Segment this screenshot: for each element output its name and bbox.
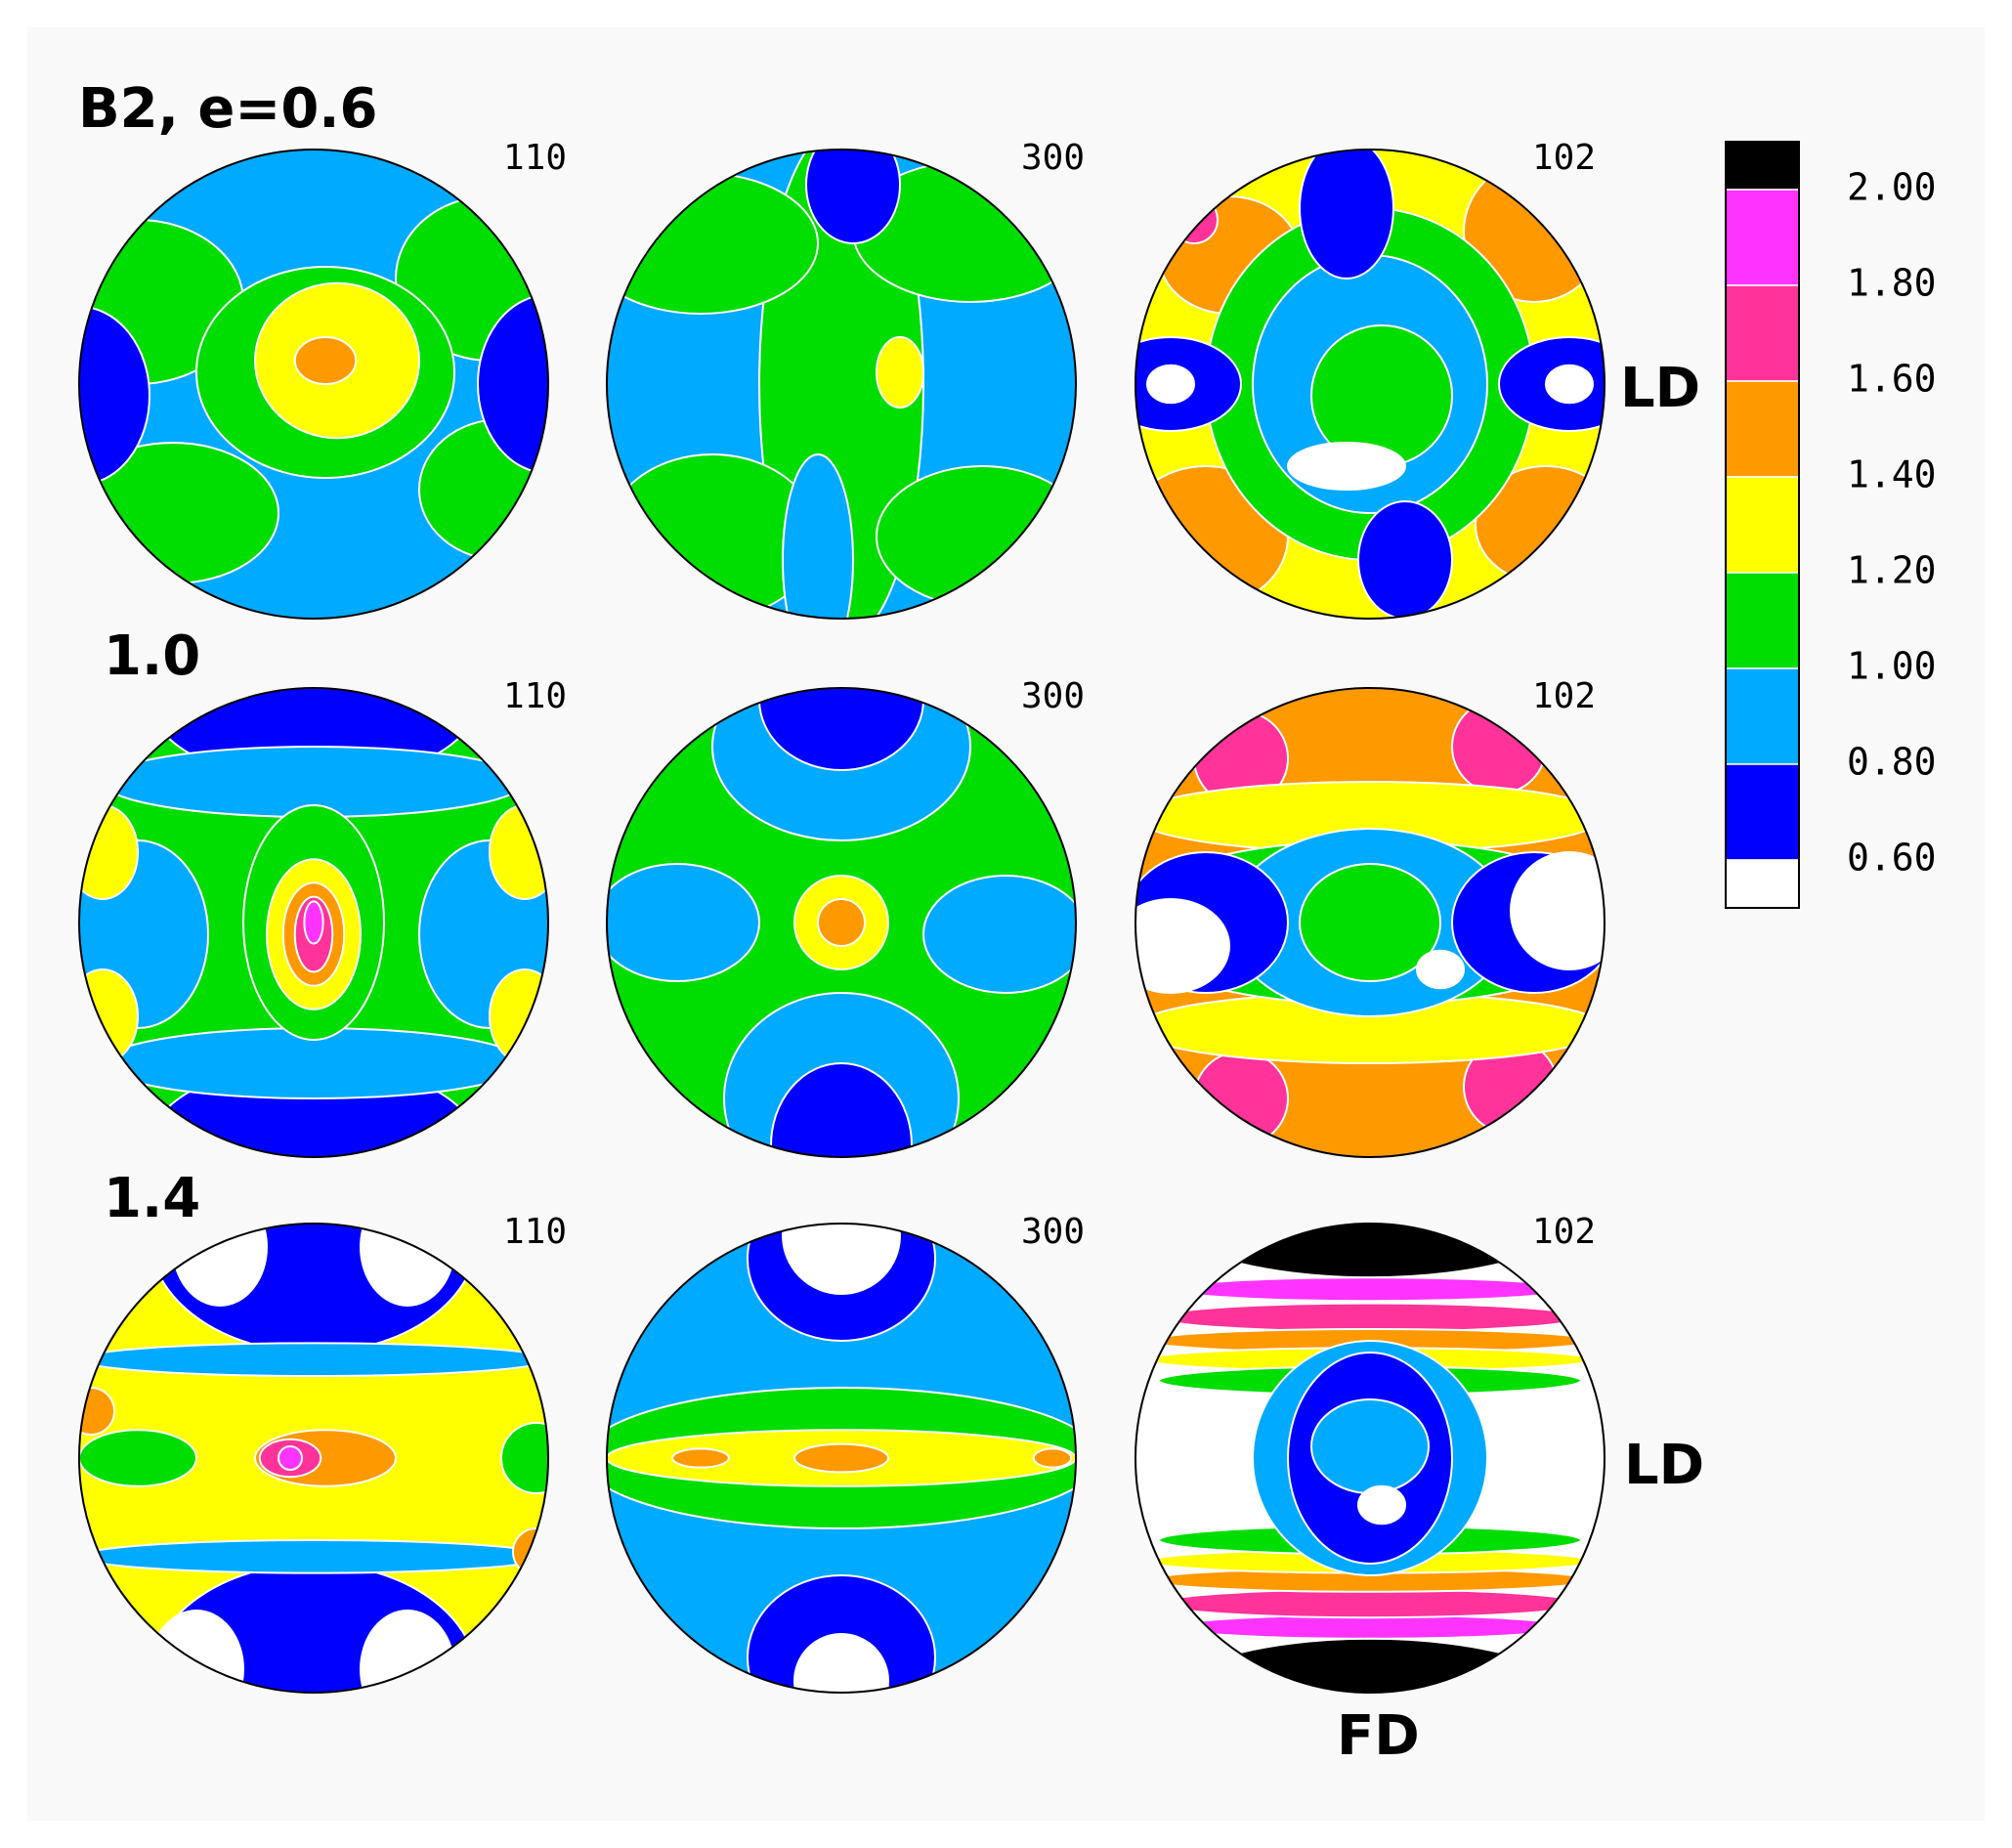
contour-region bbox=[1299, 150, 1394, 279]
pole-figure bbox=[79, 1224, 548, 1693]
contour-region bbox=[1146, 364, 1195, 405]
contour-region bbox=[278, 1445, 303, 1471]
contour-region bbox=[79, 1539, 548, 1574]
legend-swatch bbox=[1725, 141, 1800, 191]
pole-figure-outline bbox=[606, 687, 1077, 1158]
row-label: 1.0 bbox=[104, 624, 200, 688]
direction-label: LD bbox=[1620, 357, 1700, 420]
legend-label: 2.00 bbox=[1847, 166, 1937, 209]
contour-region bbox=[1135, 898, 1230, 994]
contour-region bbox=[79, 305, 150, 487]
figure-title: B2, e=0.6 bbox=[78, 77, 378, 141]
pole-figure-outline bbox=[78, 149, 549, 620]
panel-label: 102 bbox=[1532, 138, 1596, 178]
contour-region bbox=[782, 1224, 901, 1295]
legend-label: 1.80 bbox=[1847, 262, 1937, 305]
legend-label: 1.20 bbox=[1847, 549, 1937, 592]
direction-label: LD bbox=[1624, 1434, 1704, 1497]
legend-label: 1.60 bbox=[1847, 358, 1937, 401]
contour-region bbox=[793, 1442, 889, 1474]
panel-label: 110 bbox=[503, 676, 567, 716]
contour-region bbox=[922, 875, 1076, 994]
legend-label: 1.00 bbox=[1847, 645, 1937, 688]
contour-region bbox=[1510, 851, 1605, 970]
pole-figure-outline bbox=[1134, 1223, 1605, 1694]
pole-figure-outline bbox=[606, 149, 1077, 620]
contour-region bbox=[1032, 1447, 1073, 1469]
contour-region bbox=[817, 898, 866, 947]
pole-figure-outline bbox=[606, 1223, 1077, 1694]
contour-region bbox=[79, 1429, 197, 1487]
contour-region bbox=[1357, 1484, 1406, 1526]
pole-figure bbox=[607, 150, 1076, 619]
panel-label: 300 bbox=[1021, 1212, 1085, 1252]
legend-swatch bbox=[1725, 763, 1800, 861]
panel-label: 300 bbox=[1021, 138, 1085, 178]
row-label: 1.4 bbox=[104, 1167, 200, 1230]
contour-region bbox=[793, 1633, 889, 1693]
contour-region bbox=[805, 150, 901, 244]
contour-region bbox=[607, 863, 760, 982]
contour-region bbox=[1357, 500, 1453, 619]
contour-region bbox=[79, 1342, 548, 1377]
panel-label: 110 bbox=[503, 138, 567, 178]
legend-swatch bbox=[1725, 572, 1800, 669]
pole-figure bbox=[1135, 150, 1605, 619]
contour-region bbox=[500, 1422, 548, 1494]
panel-label: 110 bbox=[503, 1212, 567, 1252]
legend-swatch bbox=[1725, 380, 1800, 478]
contour-region bbox=[1158, 1588, 1582, 1619]
legend-label: 1.40 bbox=[1847, 453, 1937, 496]
contour-region bbox=[303, 900, 324, 945]
pole-figure-outline bbox=[1134, 687, 1605, 1158]
legend-label: 0.60 bbox=[1847, 837, 1937, 880]
contour-region bbox=[1416, 949, 1465, 990]
legend-swatch bbox=[1725, 859, 1800, 909]
panel-label: 102 bbox=[1532, 1212, 1596, 1252]
legend-swatch bbox=[1725, 284, 1800, 382]
panel-label: 300 bbox=[1021, 676, 1085, 716]
legend-swatch bbox=[1725, 476, 1800, 574]
pole-figure-outline bbox=[78, 687, 549, 1158]
panel-label: 102 bbox=[1532, 676, 1596, 716]
pole-figure bbox=[79, 688, 548, 1157]
contour-region bbox=[1170, 1276, 1570, 1303]
legend-swatch bbox=[1725, 667, 1800, 765]
contour-region bbox=[1287, 442, 1406, 491]
contour-region bbox=[477, 293, 548, 475]
legend-swatch bbox=[1725, 189, 1800, 286]
pole-figure-outline bbox=[78, 1223, 549, 1694]
contour-region bbox=[1310, 1398, 1430, 1494]
contour-region bbox=[671, 1447, 730, 1469]
direction-label: FD bbox=[1337, 1704, 1420, 1768]
legend-label: 0.80 bbox=[1847, 741, 1937, 784]
pole-figure bbox=[607, 1224, 1076, 1693]
contour-region bbox=[1545, 364, 1594, 405]
legend-frame bbox=[1725, 141, 1800, 909]
contour-region bbox=[1299, 863, 1441, 982]
contour-region bbox=[1170, 1613, 1570, 1640]
contour-region bbox=[1158, 1302, 1582, 1333]
contour-region bbox=[293, 336, 358, 385]
contour-region bbox=[876, 336, 924, 408]
pole-figure-outline bbox=[1134, 149, 1605, 620]
contour-region bbox=[782, 453, 854, 619]
